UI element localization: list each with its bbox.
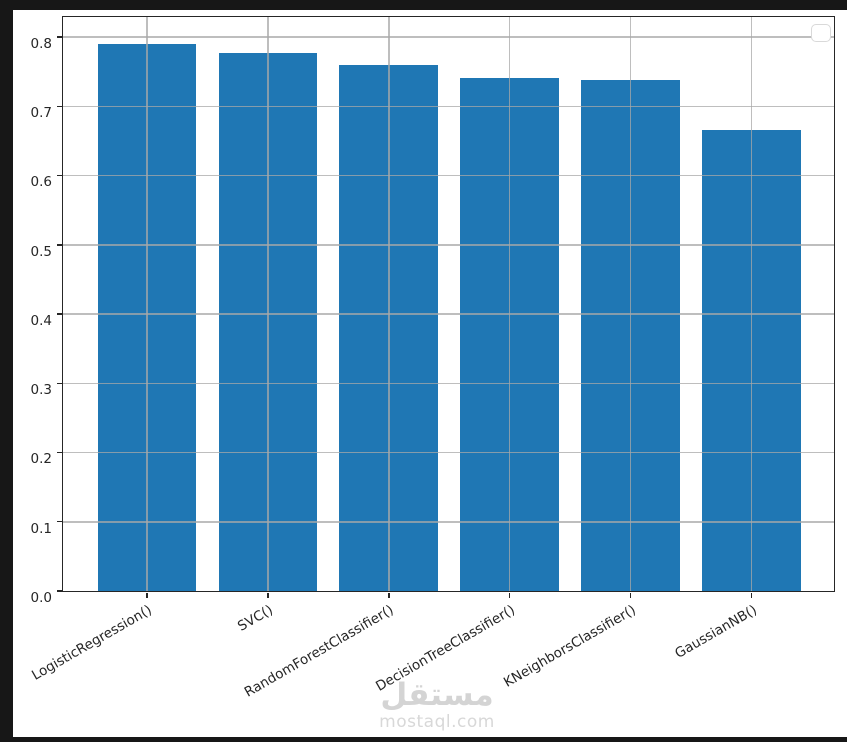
- gridline-x-0: [146, 17, 148, 591]
- y-tick-mark-0.7: [56, 105, 62, 108]
- y-tick-label-0.7: 0.7: [30, 105, 52, 122]
- gridline-y-0.6: [63, 174, 834, 177]
- gridline-y-0.8: [63, 36, 834, 38]
- gridline-x-1: [267, 17, 269, 591]
- y-tick-label-0.5: 0.5: [30, 243, 52, 260]
- y-tick-mark-0.0: [56, 590, 62, 592]
- y-tick-label-0.3: 0.3: [30, 382, 52, 399]
- gridline-y-0.7: [63, 105, 834, 108]
- y-tick-mark-0.8: [56, 36, 62, 38]
- y-tick-mark-0.2: [56, 451, 62, 454]
- x-tick-label-kneighborsclassifier: KNeighborsClassifier(): [500, 602, 639, 691]
- y-tick-mark-0.6: [56, 174, 62, 177]
- y-tick-mark-0.3: [56, 382, 62, 384]
- y-tick-mark-0.5: [56, 244, 62, 246]
- y-tick-mark-0.1: [56, 521, 62, 523]
- figure: 0.0 0.1 0.2 0.3 0.4 0.5 0.6 0.7 0.8 LogisticRegre…: [13, 10, 847, 737]
- gridline-y-0.1: [63, 521, 834, 523]
- plot-area: 0.0 0.1 0.2 0.3 0.4 0.5 0.6 0.7 0.8 LogisticRegre…: [29, 16, 835, 701]
- gridline-x-4: [629, 17, 632, 591]
- y-tick-mark-0.4: [56, 313, 62, 315]
- legend-box[interactable]: [811, 24, 831, 42]
- y-tick-label-0.8: 0.8: [30, 35, 52, 52]
- gridline-x-5: [750, 17, 753, 591]
- y-tick-label-0.1: 0.1: [30, 520, 52, 537]
- y-tick-label-0.0: 0.0: [30, 589, 52, 606]
- x-tick-mark-4: [629, 592, 632, 598]
- x-tick-mark-5: [750, 592, 753, 598]
- gridline-y-0.3: [63, 382, 834, 385]
- watermark-domain-text: mostaql.com: [379, 712, 495, 733]
- x-tick-mark-2: [388, 592, 390, 598]
- y-tick-label-0.4: 0.4: [30, 312, 52, 329]
- x-tick-mark-1: [267, 592, 269, 598]
- y-tick-label-0.6: 0.6: [30, 174, 52, 191]
- x-tick-mark-0: [146, 592, 148, 598]
- x-tick-label-gaussiannb: GaussianNB(): [671, 602, 760, 662]
- x-tick-label-logisticregression: LogisticRegression(): [29, 602, 156, 684]
- gridline-x-2: [388, 17, 390, 591]
- x-tick-mark-3: [509, 592, 511, 598]
- gridline-y-0.2: [63, 451, 834, 454]
- x-tick-label-svc: SVC(): [235, 602, 276, 635]
- gridline-y-0.4: [63, 313, 834, 315]
- gridline-y-0.5: [63, 244, 834, 246]
- y-tick-label-0.2: 0.2: [30, 451, 52, 468]
- gridline-x-3: [508, 17, 511, 591]
